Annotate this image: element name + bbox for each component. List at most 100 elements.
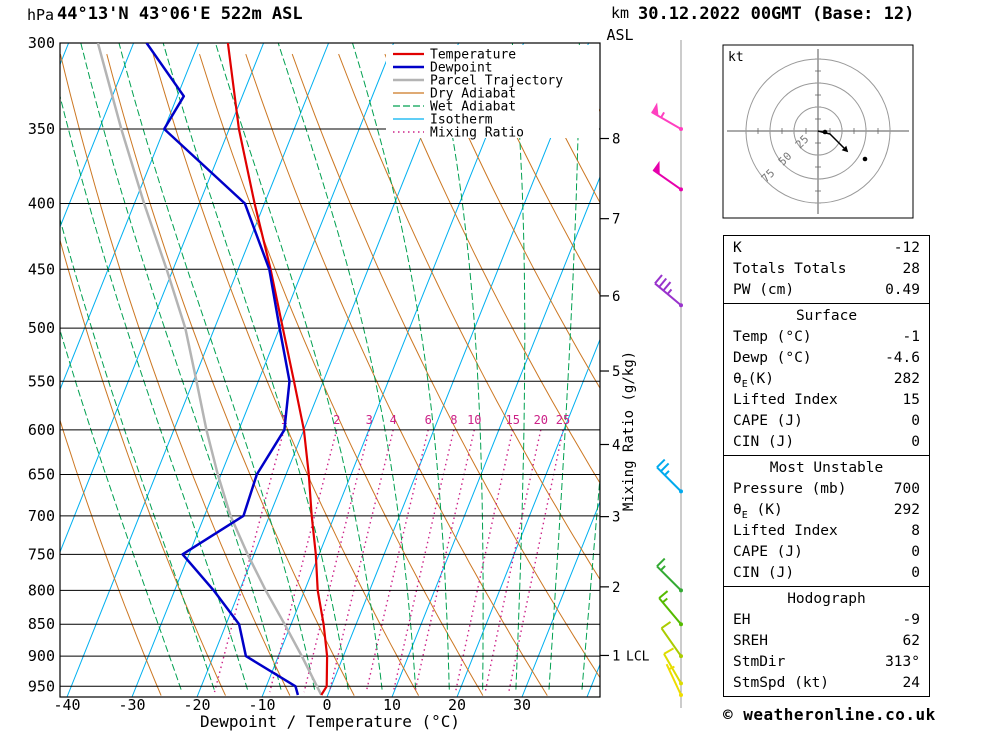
hodograph-arrow [841,145,849,153]
stat-value: 282 [893,371,920,387]
stat-label: Pressure (mb) [733,481,847,497]
stats-box: Hodograph EH -9 SREH 62 StmDir 313° StmSpd (kt)… [723,586,930,697]
stat-value: 0 [911,413,920,429]
stats-box: Most Unstable Pressure (mb) 700 θE (K) 292 Li… [723,455,930,587]
wind-barb [660,621,683,659]
isotherms [60,43,600,697]
stats-section-title: Hodograph [787,591,866,607]
stat-value: -1 [902,329,920,345]
stat-value: 700 [893,481,920,497]
legend-label: Mixing Ratio [430,126,524,141]
stat-row: PW (cm) 0.49 [724,280,929,301]
asl-label: ASL [606,25,634,44]
wind-barb [652,160,683,192]
stat-row: SREH 62 [724,631,929,652]
stat-row: StmDir 313° [724,652,929,673]
pressure-unit-label: hPa [27,6,55,24]
stat-value: 292 [893,502,920,518]
wind-barbs [651,40,683,708]
mixing-ratio-value: 3 [366,413,373,427]
stat-row: StmSpd (kt) 24 [724,673,929,694]
stat-label: Dewp (°C) [733,350,812,366]
stat-value: 0 [911,434,920,450]
pressure-grid: 300 350 400 450 500 550 600 650 700 750 800 850 900 9… [28,34,600,695]
mixing-ratio-value: 6 [425,413,432,427]
mixing-axis-caption: Mixing Ratio (g/kg) [621,350,637,512]
temp-tick-label: -10 [248,696,275,714]
copyright: © weatheronline.co.uk [723,705,936,724]
stat-value: 313° [885,654,920,670]
datetime-title: 30.12.2022 00GMT (Base: 12) [638,4,915,24]
pressure-tick-label: 650 [28,465,55,483]
stats-section-title: Surface [795,308,858,324]
mixing-ratio-value: 2 [333,413,340,427]
station-title: 44°13'N 43°06'E 522m ASL [57,4,303,24]
stat-label: Lifted Index [733,523,838,539]
legend-label: Dewpoint [430,61,493,76]
km-tick-label: 6 [612,289,620,305]
stat-row: Dewp (°C) -4.6 [724,348,929,369]
pressure-tick-label: 550 [28,372,55,390]
legend-label: Temperature [430,48,516,63]
hodograph-dot [862,156,868,162]
stat-row: Temp (°C) -1 [724,327,929,348]
dry-adiabats [60,53,600,696]
hodograph-unit-label: kt [728,50,744,65]
temperature-curve [226,43,329,696]
stat-value: -9 [902,612,920,628]
stat-label: StmDir [733,654,786,670]
km-tick-label: 1 [612,648,620,664]
temp-tick-label: -40 [53,696,80,714]
temp-tick-labels: -40 -30 -20 -10 0 10 20 30 [53,696,531,714]
x-axis-caption: Dewpoint / Temperature (°C) [199,712,461,731]
stat-value: 24 [902,675,920,691]
km-tick-label: 2 [612,580,620,596]
km-ticks: 8 7 6 5 4 3 2 1 LCL [600,132,650,664]
wind-barb [651,102,683,132]
temp-tick-label: 30 [513,696,531,714]
stat-row: Lifted Index 15 [724,390,929,411]
stat-value: 8 [911,523,920,539]
km-label: km [610,4,630,22]
stat-value: 0.49 [885,282,920,298]
stat-row: Totals Totals 28 [724,259,929,280]
plot-frame [59,42,601,698]
profiles [96,43,329,696]
stat-label: Lifted Index [733,392,838,408]
stat-value: 15 [902,392,920,408]
km-tick-label: 4 [612,438,620,454]
stat-label: θE (K) [733,502,783,521]
pressure-tick-label: 900 [28,647,55,665]
mixing-ratio-value: 25 [556,413,570,427]
stat-row: K -12 [724,238,929,259]
stat-label: CIN (J) [733,565,795,581]
stat-value: -12 [893,240,920,256]
stat-value: 0 [911,565,920,581]
parcel-trajectory-curve [96,43,323,696]
wind-barb [656,458,683,494]
altitude-unit-label: km ASL [597,3,643,47]
pressure-tick-label: 700 [28,507,55,525]
stat-value: -4.6 [885,350,920,366]
stats-box: K -12 Totals Totals 28 PW (cm) 0.49 [723,235,930,304]
mixing-ratio-value: 4 [390,413,397,427]
pressure-tick-label: 800 [28,581,55,599]
stat-label: Totals Totals [733,261,847,277]
temp-tick-label: -20 [183,696,210,714]
mixing-ratio-value: 15 [505,413,519,427]
stat-label: CAPE (J) [733,544,803,560]
stat-label: K [733,240,742,256]
temp-tick-label: 20 [448,696,466,714]
km-tick-label: 7 [612,212,620,228]
hodograph-dot [822,129,828,135]
temp-tick-label: -30 [118,696,145,714]
stat-label: θE(K) [733,371,774,390]
legend-label: Dry Adiabat [430,87,516,102]
legend-label: Wet Adiabat [430,100,516,115]
stat-value: 0 [911,544,920,560]
stat-label: Temp (°C) [733,329,812,345]
